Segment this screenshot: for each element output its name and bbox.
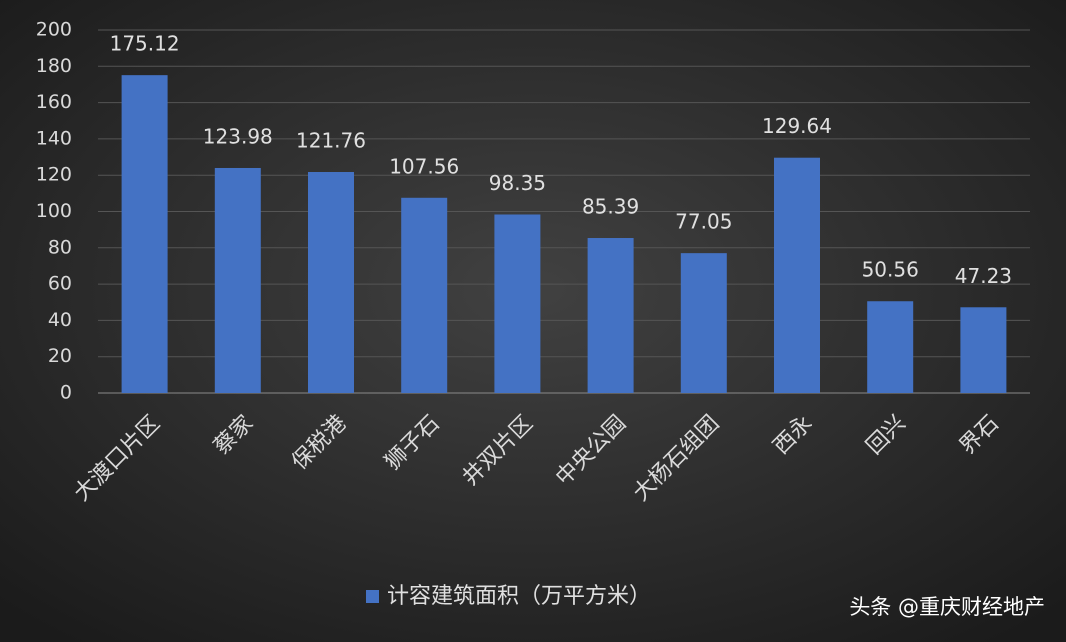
value-label: 129.64: [762, 114, 832, 138]
y-tick-label: 120: [36, 164, 72, 186]
legend-swatch: [366, 590, 379, 603]
value-label: 77.05: [675, 210, 732, 234]
bar: [587, 238, 634, 393]
bar: [308, 172, 354, 393]
value-label: 175.12: [110, 32, 180, 56]
value-label: 121.76: [296, 129, 366, 153]
bar: [774, 157, 820, 393]
y-tick-label: 140: [36, 127, 72, 149]
y-tick-label: 200: [36, 19, 72, 41]
watermark: 头条 @重庆财经地产: [849, 595, 1045, 619]
value-label: 98.35: [489, 171, 546, 195]
y-tick-label: 40: [48, 309, 72, 331]
bar: [680, 253, 727, 393]
bar: [960, 307, 1007, 393]
y-tick-label: 60: [48, 273, 72, 295]
value-label: 107.56: [389, 154, 459, 178]
value-label: 47.23: [955, 264, 1012, 288]
bar: [867, 301, 914, 393]
value-label: 50.56: [862, 258, 919, 282]
y-tick-label: 100: [36, 200, 72, 222]
bar: [494, 214, 541, 393]
y-tick-label: 160: [36, 91, 72, 113]
bar: [121, 75, 168, 394]
y-tick-label: 0: [60, 382, 72, 404]
value-label: 85.39: [582, 195, 639, 219]
value-label: 123.98: [203, 124, 273, 148]
legend-label: 计容建筑面积（万平方米）: [387, 584, 651, 609]
y-tick-label: 20: [48, 345, 72, 367]
bar: [401, 197, 448, 393]
y-tick-label: 80: [48, 236, 72, 258]
y-tick-label: 180: [36, 55, 72, 77]
bar: [214, 167, 261, 393]
